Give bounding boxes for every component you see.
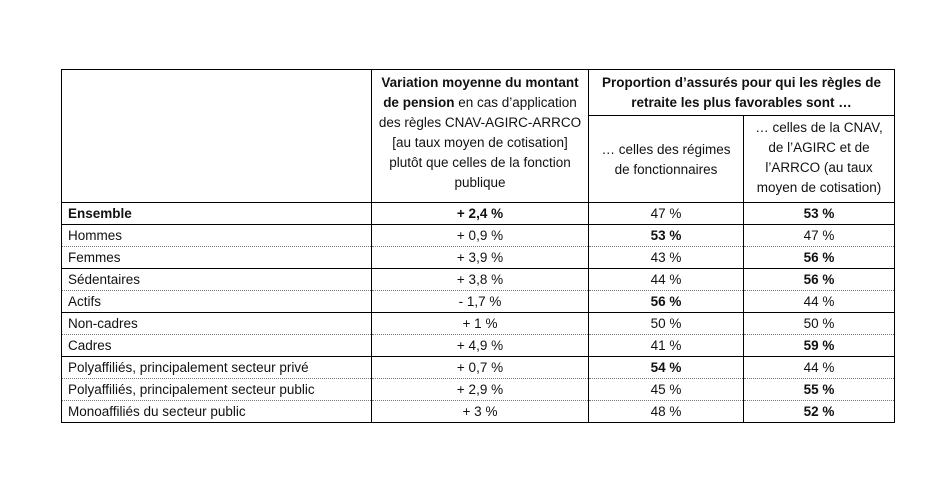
row-cnav: 59 % — [742, 334, 896, 357]
row-variation: - 1,7 % — [371, 290, 589, 313]
header-fonctionnaires-label: … celles des régimes de fonctionnaires — [601, 142, 731, 177]
table-row: Hommes + 0,9 % 53 % 47 % — [61, 224, 896, 247]
row-label: Polyaffiliés, principalement secteur pri… — [61, 356, 372, 379]
row-cnav: 50 % — [742, 312, 896, 335]
row-label: Femmes — [61, 246, 372, 269]
header-variation: Variation moyenne du montant de pension … — [371, 69, 589, 203]
pension-comparison-table: Variation moyenne du montant de pension … — [61, 69, 896, 423]
row-label: Cadres — [61, 334, 372, 357]
table-row: Sédentaires + 3,8 % 44 % 56 % — [61, 268, 896, 291]
row-cnav: 56 % — [742, 246, 896, 269]
table-row: Ensemble + 2,4 % 47 % 53 % — [61, 202, 896, 225]
row-variation: + 1 % — [371, 312, 589, 335]
row-cnav: 44 % — [742, 356, 896, 379]
header-empty-cell — [61, 69, 372, 203]
header-fonctionnaires: … celles des régimes de fonctionnaires — [588, 115, 744, 203]
table-body: Ensemble + 2,4 % 47 % 53 % Hommes + 0,9 % 53 %… — [61, 202, 896, 423]
table-row: Non-cadres + 1 % 50 % 50 % — [61, 312, 896, 335]
table-row: Polyaffiliés, principalement secteur pub… — [61, 378, 896, 401]
table-row: Femmes + 3,9 % 43 % 56 % — [61, 246, 896, 269]
row-fonctionnaires: 48 % — [588, 400, 744, 423]
row-variation: + 3,9 % — [371, 246, 589, 269]
row-label: Polyaffiliés, principalement secteur pub… — [61, 378, 372, 401]
row-fonctionnaires: 44 % — [588, 268, 744, 291]
row-variation: + 4,9 % — [371, 334, 589, 357]
row-variation: + 3,8 % — [371, 268, 589, 291]
row-variation: + 2,4 % — [371, 202, 589, 225]
row-label: Actifs — [61, 290, 372, 313]
row-fonctionnaires: 50 % — [588, 312, 744, 335]
row-label: Monoaffiliés du secteur public — [61, 400, 372, 423]
row-cnav: 53 % — [742, 202, 896, 225]
row-fonctionnaires: 53 % — [588, 224, 744, 247]
row-fonctionnaires: 45 % — [588, 378, 744, 401]
table-row: Monoaffiliés du secteur public + 3 % 48 % 5… — [61, 400, 896, 423]
row-label: Hommes — [61, 224, 372, 247]
row-label: Non-cadres — [61, 312, 372, 335]
row-cnav: 52 % — [742, 400, 896, 423]
row-cnav: 44 % — [742, 290, 896, 313]
row-variation: + 3 % — [371, 400, 589, 423]
row-fonctionnaires: 47 % — [588, 202, 744, 225]
table-row: Actifs - 1,7 % 56 % 44 % — [61, 290, 896, 313]
header-group-proportion: Proportion d’assurés pour qui les règles… — [587, 69, 896, 116]
header-variation-rest: en cas d’application des règles CNAV-AGI… — [378, 95, 582, 190]
row-fonctionnaires: 43 % — [588, 246, 744, 269]
row-cnav: 55 % — [742, 378, 896, 401]
header-cnav-label: … celles de la CNAV, de l’AGIRC et de l’… — [755, 120, 883, 195]
table-row: Polyaffiliés, principalement secteur pri… — [61, 356, 896, 379]
header-variation-bold: Variation moyenne du montant de pension — [381, 75, 579, 110]
row-label: Ensemble — [61, 202, 372, 225]
row-cnav: 56 % — [742, 268, 896, 291]
row-label: Sédentaires — [61, 268, 372, 291]
row-variation: + 0,7 % — [371, 356, 589, 379]
table-row: Cadres + 4,9 % 41 % 59 % — [61, 334, 896, 357]
row-fonctionnaires: 56 % — [588, 290, 744, 313]
row-fonctionnaires: 41 % — [588, 334, 744, 357]
row-fonctionnaires: 54 % — [588, 356, 744, 379]
header-cnav: … celles de la CNAV, de l’AGIRC et de l’… — [742, 115, 896, 203]
row-variation: + 2,9 % — [371, 378, 589, 401]
row-variation: + 0,9 % — [371, 224, 589, 247]
row-cnav: 47 % — [742, 224, 896, 247]
